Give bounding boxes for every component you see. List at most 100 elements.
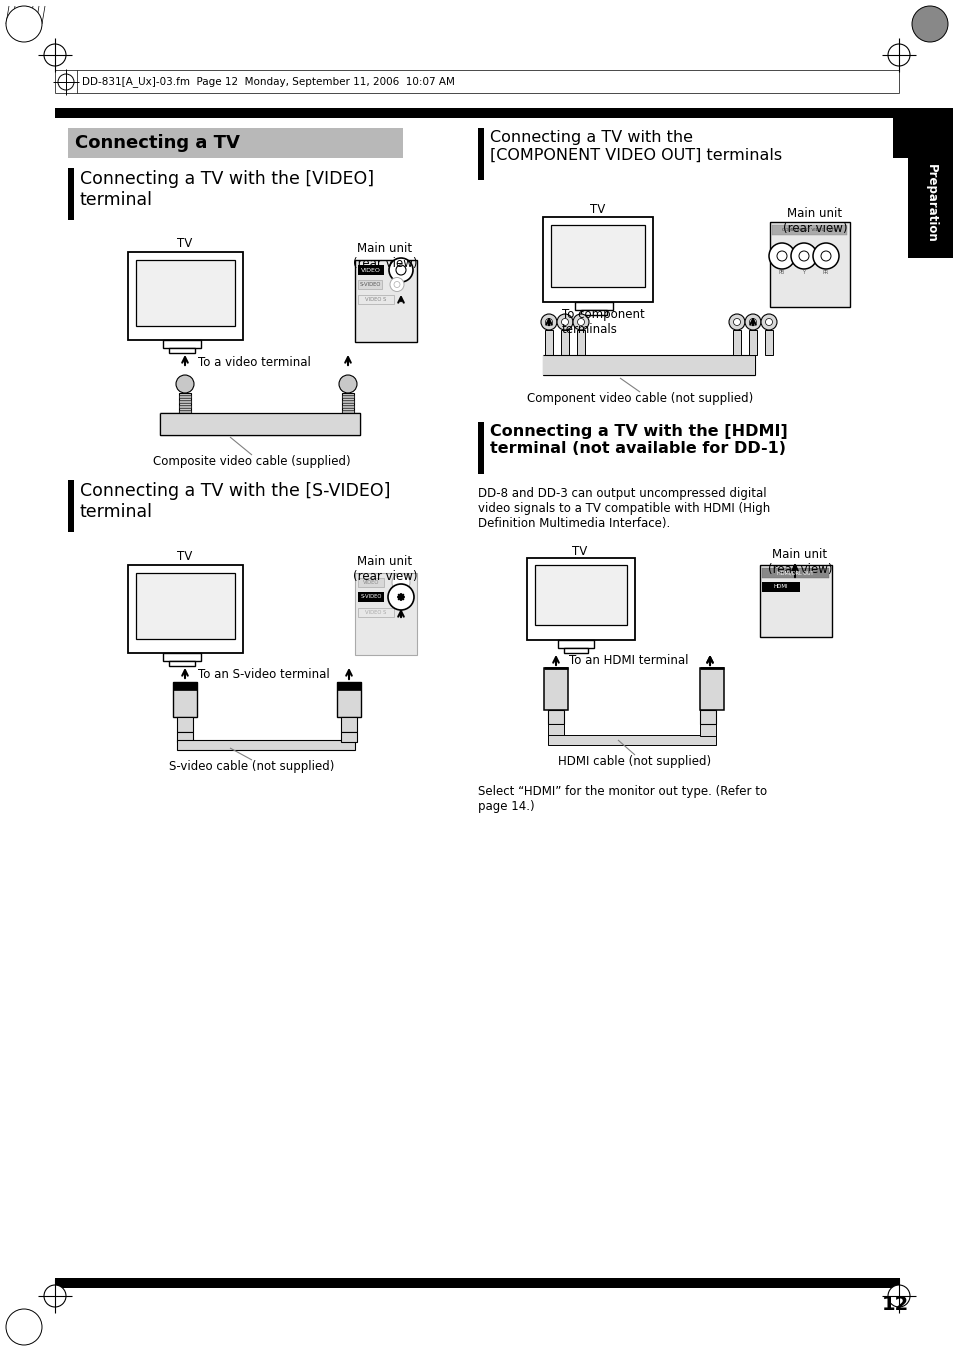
Bar <box>341 393 354 413</box>
Circle shape <box>175 376 193 393</box>
Text: To component
terminals: To component terminals <box>561 308 644 336</box>
Bar <box>547 711 563 724</box>
Circle shape <box>768 243 794 269</box>
Bar <box>542 218 652 303</box>
Bar <box>580 309 606 315</box>
Circle shape <box>887 45 909 66</box>
Circle shape <box>389 258 413 282</box>
Bar <box>547 724 563 736</box>
Circle shape <box>799 251 808 261</box>
Text: Main unit
(rear view): Main unit (rear view) <box>353 242 416 270</box>
Text: DD-8 and DD-3 can output uncompressed digital
video signals to a TV compatible w: DD-8 and DD-3 can output uncompressed di… <box>477 486 769 530</box>
Text: To an S-video terminal: To an S-video terminal <box>198 669 330 681</box>
Circle shape <box>6 5 42 42</box>
Circle shape <box>561 319 568 326</box>
Circle shape <box>396 596 399 598</box>
Circle shape <box>744 313 760 330</box>
Bar <box>172 682 196 690</box>
Circle shape <box>728 313 744 330</box>
Bar <box>477 128 483 180</box>
Bar <box>177 740 355 750</box>
Circle shape <box>395 265 406 276</box>
Circle shape <box>402 596 405 598</box>
Circle shape <box>911 5 947 42</box>
Bar <box>336 682 360 690</box>
Text: Preparation: Preparation <box>923 163 937 242</box>
Bar <box>575 303 613 309</box>
Circle shape <box>388 584 414 611</box>
Bar <box>172 682 196 717</box>
Bar <box>764 330 772 355</box>
Text: To an HDMI terminal: To an HDMI terminal <box>568 654 688 666</box>
Bar <box>357 295 394 304</box>
Bar <box>355 259 416 342</box>
Circle shape <box>6 1309 42 1346</box>
Bar <box>340 717 356 732</box>
Text: DD-831[A_Ux]-03.fm  Page 12  Monday, September 11, 2006  10:07 AM: DD-831[A_Ux]-03.fm Page 12 Monday, Septe… <box>82 77 455 88</box>
Text: Connecting a TV with the [HDMI]
terminal (not available for DD-1): Connecting a TV with the [HDMI] terminal… <box>490 424 787 457</box>
Bar <box>761 582 800 592</box>
Circle shape <box>399 593 402 596</box>
Bar <box>700 724 716 736</box>
Bar <box>543 667 567 711</box>
Bar <box>700 711 716 724</box>
Circle shape <box>733 319 740 326</box>
Circle shape <box>401 598 404 600</box>
Circle shape <box>764 319 772 326</box>
Circle shape <box>577 319 584 326</box>
Bar <box>177 717 193 732</box>
Circle shape <box>338 376 356 393</box>
Bar <box>547 735 716 744</box>
Bar <box>163 340 201 349</box>
Bar <box>179 393 191 413</box>
Bar <box>357 280 381 289</box>
Bar <box>357 608 394 617</box>
Bar <box>551 226 644 286</box>
Text: Connecting a TV with the [S-VIDEO]
terminal: Connecting a TV with the [S-VIDEO] termi… <box>80 482 390 520</box>
Text: S-VIDEO: S-VIDEO <box>360 594 381 600</box>
Bar <box>68 128 402 158</box>
Text: S-video cable (not supplied): S-video cable (not supplied) <box>169 761 335 773</box>
Text: VIDEO: VIDEO <box>362 580 378 585</box>
Bar <box>477 422 483 474</box>
Bar <box>128 253 243 340</box>
Bar <box>341 405 354 408</box>
Bar <box>700 667 723 711</box>
Text: TV: TV <box>177 550 193 563</box>
Bar <box>542 355 754 376</box>
Circle shape <box>557 313 573 330</box>
Bar <box>769 222 849 307</box>
Bar <box>177 732 193 742</box>
Circle shape <box>749 319 756 326</box>
Bar <box>535 565 626 626</box>
Bar <box>563 648 587 653</box>
Text: Main unit
(rear view): Main unit (rear view) <box>781 207 846 235</box>
Text: VIDEO S: VIDEO S <box>365 611 386 615</box>
Circle shape <box>573 313 588 330</box>
Circle shape <box>540 313 557 330</box>
Text: TV: TV <box>590 203 605 216</box>
Bar <box>179 394 191 399</box>
Bar <box>336 682 360 717</box>
Bar <box>357 592 384 603</box>
Circle shape <box>392 574 410 592</box>
Bar <box>179 400 191 403</box>
Bar <box>179 409 191 413</box>
Text: Connecting a TV with the [VIDEO]
terminal: Connecting a TV with the [VIDEO] termina… <box>80 170 374 209</box>
Text: Component video cable (not supplied): Component video cable (not supplied) <box>526 392 752 405</box>
Circle shape <box>58 74 74 91</box>
Text: Select “HDMI” for the monitor out type. (Refer to
page 14.): Select “HDMI” for the monitor out type. … <box>477 785 766 813</box>
Text: COMPONENT VIDEO OUT: COMPONENT VIDEO OUT <box>781 228 835 232</box>
Circle shape <box>812 243 838 269</box>
Bar <box>355 573 416 655</box>
Text: VIDEO S: VIDEO S <box>365 297 386 303</box>
Bar <box>760 565 831 638</box>
Text: Connecting a TV with the
[COMPONENT VIDEO OUT] terminals: Connecting a TV with the [COMPONENT VIDE… <box>490 130 781 162</box>
Circle shape <box>401 593 404 596</box>
Bar <box>128 565 243 653</box>
Text: PR: PR <box>822 270 828 276</box>
Text: S-VIDEO: S-VIDEO <box>359 282 380 286</box>
Circle shape <box>776 251 786 261</box>
Circle shape <box>390 277 403 292</box>
Bar <box>341 394 354 399</box>
